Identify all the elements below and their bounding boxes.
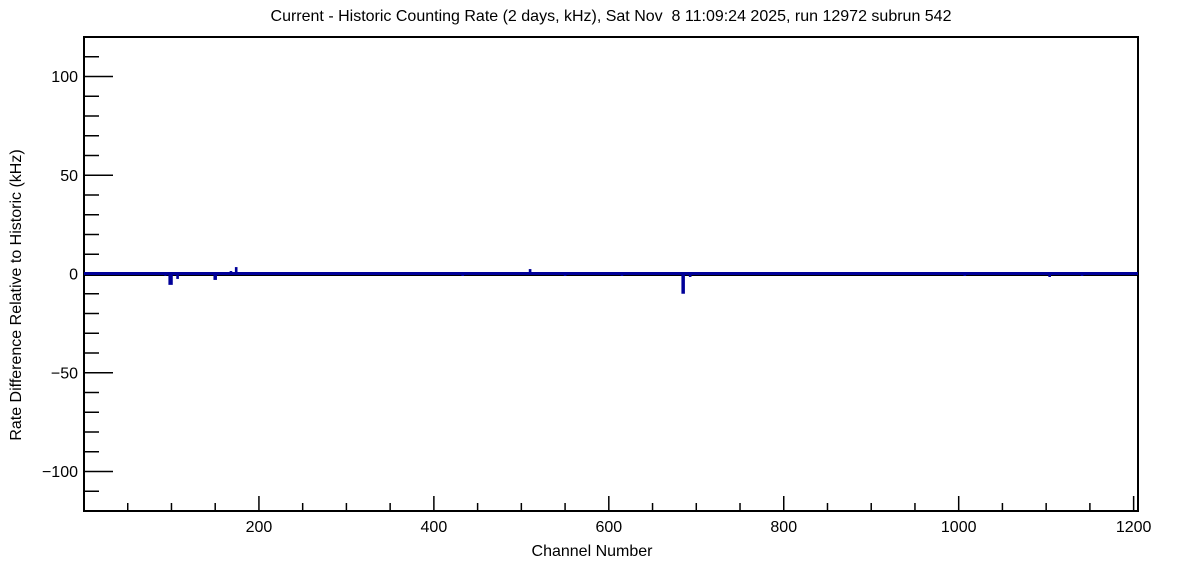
x-tick-label: 600: [595, 519, 622, 536]
y-tick-label: 100: [51, 69, 78, 86]
histogram-spike: [681, 274, 685, 294]
y-tick-label: −100: [42, 464, 78, 481]
histogram-spike: [1080, 274, 1084, 276]
y-tick-label: 50: [60, 168, 78, 185]
histogram-spike: [620, 274, 624, 276]
x-tick-label: 400: [421, 519, 448, 536]
histogram-spike: [168, 274, 173, 285]
y-tick-label: −50: [51, 365, 78, 382]
histogram-spike: [1048, 274, 1051, 277]
histogram-spike: [563, 274, 567, 276]
x-tick-label: 1200: [1116, 519, 1152, 536]
histogram-spike: [528, 269, 532, 272]
histogram-spike: [164, 274, 167, 276]
x-tick-label: 800: [770, 519, 797, 536]
histogram-spike: [501, 272, 504, 274]
x-axis-title: Channel Number: [531, 543, 653, 560]
histogram-spike: [234, 267, 238, 272]
histogram-spike: [461, 274, 465, 276]
histogram-spike: [409, 272, 412, 274]
histogram-spike: [229, 271, 233, 273]
y-tick-label: 0: [69, 267, 78, 284]
x-tick-label: 200: [246, 519, 273, 536]
histogram-spike: [688, 274, 692, 277]
histogram-spike: [213, 274, 217, 280]
histogram-spike: [1125, 272, 1128, 274]
histogram-spike: [223, 272, 226, 274]
histogram-spike: [176, 274, 179, 279]
x-tick-label: 1000: [941, 519, 977, 536]
chart-title: Current - Historic Counting Rate (2 days…: [270, 8, 952, 25]
histogram-spike: [963, 274, 967, 276]
